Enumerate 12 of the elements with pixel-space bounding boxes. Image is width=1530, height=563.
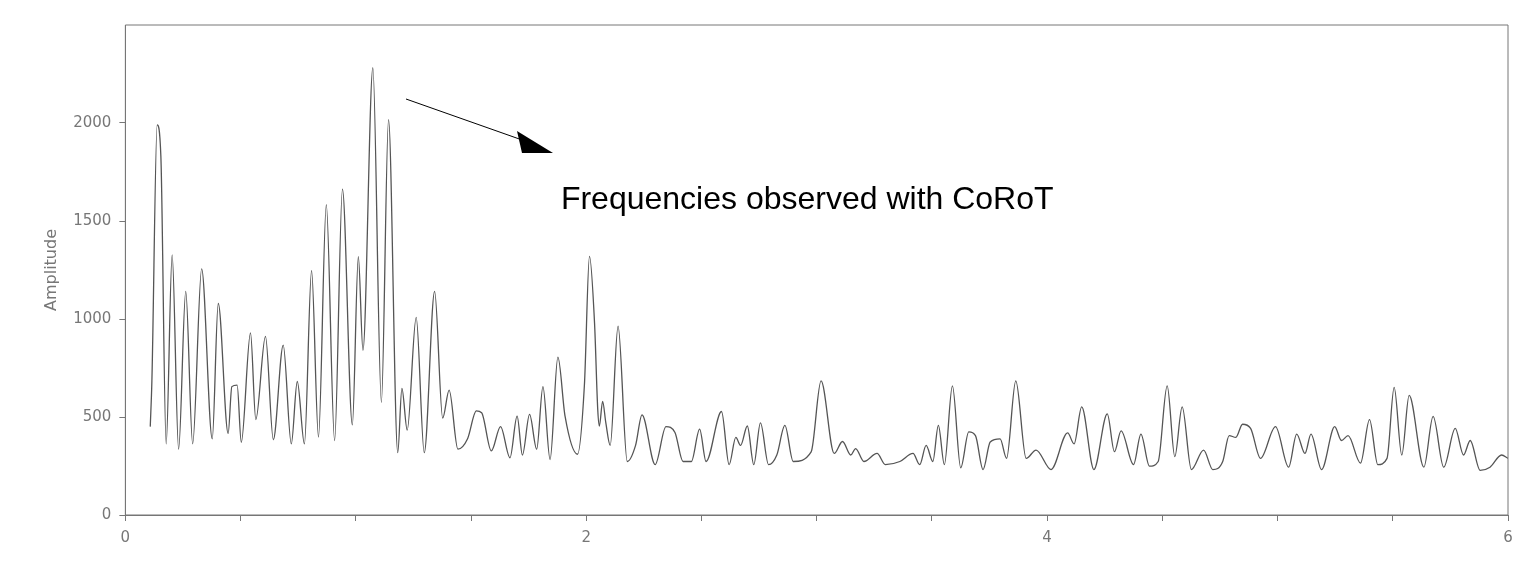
- y-tick-label: 2000: [73, 112, 112, 131]
- y-tick-label: 500: [82, 406, 112, 425]
- annotation: Frequencies observed with CoRoT: [560, 179, 1054, 216]
- y-axis-title: Amplitude: [40, 229, 60, 311]
- x-tick-label: 0: [120, 527, 131, 546]
- line-series: [149, 67, 1508, 471]
- y-tick-label: 0: [101, 504, 112, 523]
- x-tick-label: 2: [581, 527, 592, 546]
- x-tick-label: 6: [1503, 527, 1513, 546]
- y-tick-label: 1000: [73, 308, 112, 327]
- y-tick-label: 1500: [73, 210, 112, 229]
- x-tick-label: 4: [1042, 527, 1052, 546]
